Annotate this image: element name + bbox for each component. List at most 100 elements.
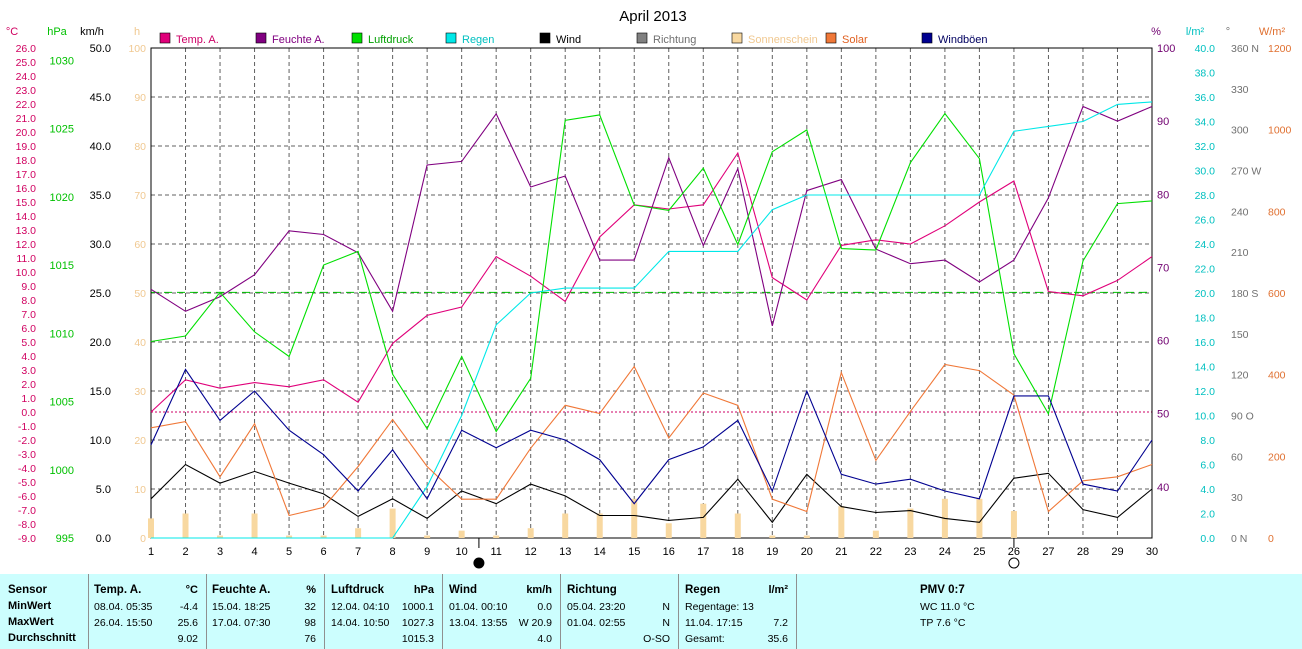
sunshine-bar: [872, 530, 879, 538]
pct-tick-label: 70: [1157, 262, 1169, 274]
hpa-tick-label: 995: [56, 533, 74, 545]
sunshine-bar: [803, 535, 810, 538]
temp-tick-label: 0.0: [21, 407, 36, 419]
temp-tick-label: -1.0: [18, 421, 36, 433]
x-tick-label: 11: [490, 546, 501, 558]
stats-luftdruck-avg-value: 1015.3: [401, 633, 434, 645]
x-tick-label: 16: [663, 546, 675, 558]
x-tick-label: 23: [904, 546, 916, 558]
legend-label: Feuchte A.: [272, 34, 325, 46]
x-tick-label: 26: [1008, 546, 1020, 558]
pct-tick-label: 90: [1157, 116, 1169, 128]
h-tick-label: 50: [134, 288, 146, 300]
temp-tick-label: 15.0: [16, 197, 37, 209]
solar-tick-label: 1000: [1268, 125, 1292, 137]
rain-tick-label: 18.0: [1195, 313, 1216, 325]
axis-unit-rain: l/m²: [1186, 26, 1205, 38]
solar-tick-label: 0: [1268, 533, 1274, 545]
temp-tick-label: -8.0: [18, 519, 36, 531]
series-line-wind: [150, 463, 1153, 524]
rain-tick-label: 32.0: [1195, 141, 1216, 153]
legend-swatch: [921, 32, 933, 44]
sunshine-bar: [148, 518, 154, 538]
rain-tick-label: 38.0: [1195, 68, 1216, 80]
sunshine-bar: [355, 528, 362, 538]
sunshine-bar: [389, 508, 396, 538]
kmh-tick-label: 30.0: [90, 239, 111, 251]
x-tick-label: 27: [1042, 546, 1054, 558]
x-tick-label: 22: [870, 546, 882, 558]
h-tick-label: 20: [134, 435, 146, 447]
axis-unit-kmh: km/h: [80, 26, 104, 38]
rain-tick-label: 20.0: [1195, 288, 1216, 300]
temp-tick-label: 14.0: [16, 211, 37, 223]
sunshine-bar: [320, 535, 327, 538]
stats-col-wind: Wind km/h 01.04. 00:10 0.0 13.04. 13:55 …: [442, 574, 560, 649]
stats-richtung-max-value: N: [662, 617, 670, 629]
sunshine-bar: [700, 503, 707, 538]
temp-tick-label: 24.0: [16, 71, 37, 83]
stats-col-sensor: Sensor MinWert MaxWert Durchschnitt: [0, 574, 88, 649]
kmh-tick-label: 35.0: [90, 190, 111, 202]
x-tick-label: 10: [456, 546, 468, 558]
h-tick-label: 70: [134, 190, 146, 202]
series-line-windb-en: [150, 368, 1153, 505]
temp-tick-label: 18.0: [16, 155, 37, 167]
rain-tick-label: 4.0: [1200, 484, 1215, 496]
stats-unit-regen: l/m²: [768, 584, 788, 596]
sunshine-bar: [769, 535, 776, 538]
legend-swatch: [351, 32, 363, 44]
temp-tick-label: 7.0: [21, 309, 36, 321]
sunshine-bars: [148, 498, 1017, 538]
chart-title: April 2013: [619, 8, 687, 25]
sunshine-bar: [631, 498, 638, 538]
series-line-temp-a: [150, 151, 1153, 413]
x-tick-label: 14: [594, 546, 606, 558]
chart-legend: Temp. A. Feuchte A. Luftdruck Regen Wind Rich…: [159, 32, 988, 46]
stats-pmv-tp: TP 7.6 °C: [920, 617, 966, 629]
stats-header-sensor: Sensor: [8, 584, 47, 596]
stats-regen-max-time: 11.04. 17:15: [685, 617, 743, 629]
x-tick-label: 12: [525, 546, 537, 558]
direction-tick-label: 360 N: [1231, 43, 1259, 55]
axis-unit-hpa: hPa: [47, 26, 67, 38]
stats-header-feuchte: Feuchte A.: [212, 584, 271, 596]
direction-tick-label: 180 S: [1231, 288, 1258, 300]
direction-tick-label: 300: [1231, 125, 1249, 137]
sunshine-bar: [493, 535, 500, 538]
moon-markers: [473, 538, 1020, 569]
kmh-tick-label: 10.0: [90, 435, 111, 447]
hpa-tick-label: 1030: [50, 55, 74, 67]
axes: °C hPa km/h h% l/m² ° W/m² -9.0 -8.0 -7.0 -6.0 -5.0…: [6, 26, 1292, 558]
stats-feuchte-min-value: 32: [304, 601, 316, 613]
stats-luftdruck-min-time: 12.04. 04:10: [331, 601, 390, 613]
axis-unit-temp: °C: [6, 26, 18, 38]
stats-richtung-min-time: 05.04. 23:20: [567, 601, 626, 613]
stats-regen-max-value: 7.2: [773, 617, 788, 629]
temp-tick-label: -9.0: [18, 533, 36, 545]
hpa-tick-label: 1005: [50, 397, 74, 409]
legend-label: Windböen: [938, 34, 988, 46]
x-tick-label: 13: [559, 546, 571, 558]
legend-label: Wind: [556, 34, 581, 46]
moon-new-icon: [473, 557, 485, 569]
stats-col-pmv: PMV 0:7 WC 11.0 °C TP 7.6 °C: [796, 574, 1302, 649]
temp-tick-label: 10.0: [16, 267, 37, 279]
x-tick-label: 18: [732, 546, 744, 558]
temp-tick-label: -3.0: [18, 449, 36, 461]
direction-tick-label: 0 N: [1231, 533, 1247, 545]
x-tick-label: 5: [286, 546, 292, 558]
pct-tick-label: 80: [1157, 189, 1169, 201]
solar-tick-label: 800: [1268, 206, 1286, 218]
h-tick-label: 100: [128, 43, 146, 55]
stats-temp-avg-value: 9.02: [177, 633, 198, 645]
rain-tick-label: 0.0: [1200, 533, 1215, 545]
kmh-tick-label: 5.0: [96, 484, 111, 496]
stats-luftdruck-min-value: 1000.1: [401, 601, 434, 613]
temp-tick-label: 2.0: [21, 379, 36, 391]
legend-swatch: [731, 32, 743, 44]
pct-tick-label: 40: [1157, 482, 1169, 494]
direction-tick-label: 150: [1231, 329, 1249, 341]
sunshine-bar: [665, 523, 672, 538]
legend-label: Richtung: [653, 34, 696, 46]
